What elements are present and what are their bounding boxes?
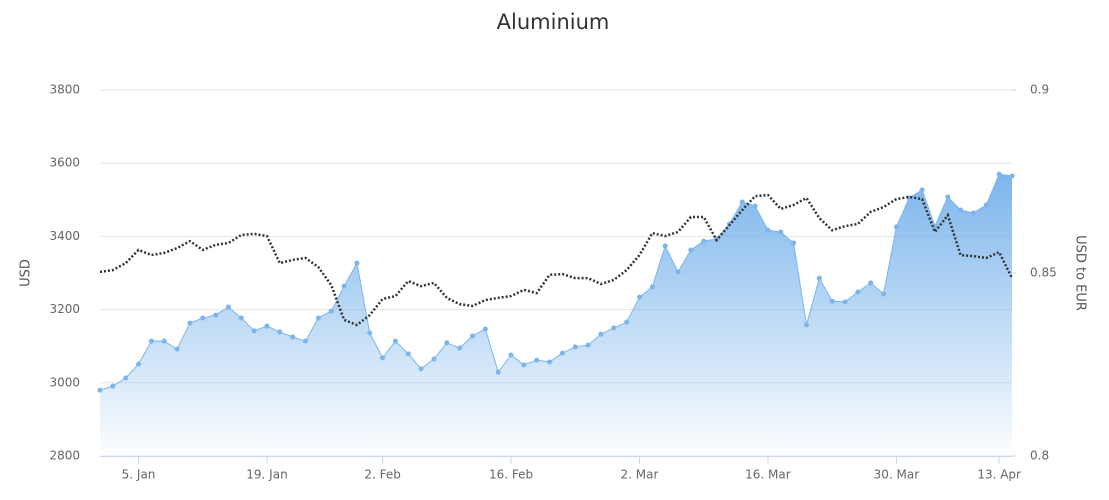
- data-point: [174, 346, 180, 352]
- data-point: [418, 366, 424, 372]
- data-point: [508, 352, 514, 358]
- data-point: [662, 243, 668, 249]
- data-point: [893, 224, 899, 230]
- chart-title: Aluminium: [497, 10, 610, 34]
- data-point: [932, 223, 938, 229]
- data-point: [559, 350, 565, 356]
- data-point: [482, 326, 488, 332]
- data-point: [213, 312, 219, 318]
- x-tick-label: 5. Jan: [122, 468, 156, 482]
- data-point: [470, 333, 476, 339]
- data-point: [431, 356, 437, 362]
- data-point: [457, 345, 463, 351]
- data-point: [405, 351, 411, 357]
- data-point: [367, 330, 373, 336]
- data-point: [945, 194, 951, 200]
- line-series: [99, 193, 1014, 327]
- data-point: [187, 320, 193, 326]
- y-tick-label: 3200: [49, 302, 80, 316]
- y-tick-label: 3800: [49, 83, 80, 97]
- data-point: [842, 299, 848, 305]
- area-line: [99, 173, 1013, 391]
- data-point: [277, 329, 283, 335]
- data-point: [778, 229, 784, 235]
- y2-tick-label: 0.8: [1030, 449, 1049, 463]
- x-tick-label: 2. Mar: [621, 468, 659, 482]
- data-point: [791, 240, 797, 246]
- data-point: [521, 362, 527, 368]
- data-point: [148, 338, 154, 344]
- data-point: [585, 342, 591, 348]
- data-point: [123, 375, 129, 381]
- data-point: [996, 171, 1002, 177]
- y2-tick-label: 0.85: [1030, 266, 1057, 280]
- data-point: [803, 322, 809, 328]
- data-point: [829, 298, 835, 304]
- data-point: [97, 387, 103, 393]
- data-point: [739, 199, 745, 205]
- y-tick-label: 3600: [49, 156, 80, 170]
- data-point: [110, 383, 116, 389]
- data-point: [765, 227, 771, 233]
- data-point: [983, 202, 989, 208]
- y2-axis-title: USD to EUR: [1073, 235, 1088, 311]
- data-point: [611, 325, 617, 331]
- data-point: [534, 357, 540, 363]
- x-tick-label: 16. Feb: [489, 468, 533, 482]
- data-point: [354, 260, 360, 266]
- x-tick-label: 30. Mar: [874, 468, 920, 482]
- data-point: [970, 210, 976, 216]
- data-point: [444, 340, 450, 346]
- data-point: [649, 284, 655, 290]
- y-tick-label: 2800: [49, 449, 80, 463]
- data-point: [855, 289, 861, 295]
- x-tick-label: 13. Apr: [977, 468, 1021, 482]
- x-tick-label: 19. Jan: [246, 468, 287, 482]
- data-point: [572, 344, 578, 350]
- data-point: [341, 283, 347, 289]
- area-fill: [100, 174, 1012, 456]
- data-point: [315, 315, 321, 321]
- data-point: [624, 319, 630, 325]
- data-point: [495, 369, 501, 375]
- y-tick-label: 3000: [49, 375, 80, 389]
- data-point: [816, 275, 822, 281]
- data-point: [136, 361, 142, 367]
- data-point: [328, 308, 334, 314]
- data-point: [675, 269, 681, 275]
- data-point: [636, 294, 642, 300]
- data-point: [701, 238, 707, 244]
- data-point: [290, 334, 296, 340]
- data-point: [688, 247, 694, 253]
- data-point: [752, 203, 758, 209]
- x-tick-label: 16. Mar: [745, 468, 791, 482]
- data-point: [598, 331, 604, 337]
- y2-tick-label: 0.9: [1030, 83, 1049, 97]
- data-point: [392, 338, 398, 344]
- data-point: [547, 359, 553, 365]
- data-point: [868, 280, 874, 286]
- y-tick-label: 3400: [49, 229, 80, 243]
- data-point: [919, 187, 925, 193]
- data-point: [958, 207, 964, 213]
- data-point: [264, 323, 270, 329]
- data-point: [303, 338, 309, 344]
- data-point: [238, 315, 244, 321]
- data-point: [380, 355, 386, 361]
- data-point: [161, 338, 167, 344]
- data-point: [1009, 173, 1015, 179]
- data-point: [881, 291, 887, 297]
- data-point: [251, 328, 257, 334]
- data-point: [200, 315, 206, 321]
- x-tick-label: 2. Feb: [364, 468, 401, 482]
- data-point: [225, 304, 231, 310]
- y-axis-title: USD: [19, 259, 34, 287]
